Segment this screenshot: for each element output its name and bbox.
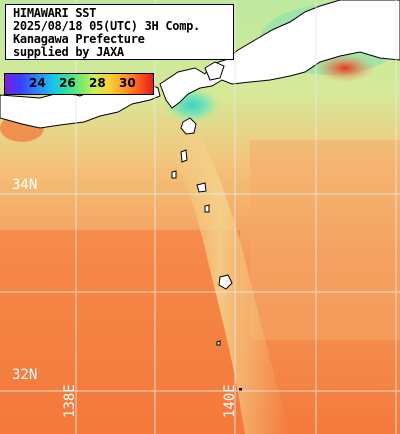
warm-water-east <box>250 140 400 340</box>
colorbar-label-28: 28 <box>89 76 106 90</box>
header-line-4: supplied by JAXA <box>13 45 124 59</box>
warm-plume <box>150 110 290 434</box>
bayonnaise-rocks <box>239 388 242 391</box>
header-line-3: Kanagawa Prefecture <box>13 32 145 46</box>
hachijojima-island <box>218 274 233 290</box>
lon-label-140e: 140E <box>222 384 238 418</box>
mikurajima-island <box>204 204 210 213</box>
miyakejima-island <box>196 182 207 193</box>
izu-oshima-island <box>180 117 197 135</box>
sst-colorbar: 24 26 28 30 <box>4 73 154 95</box>
colorbar-label-30: 30 <box>119 76 136 90</box>
niijima-island <box>171 170 177 179</box>
hot-spot <box>315 54 375 82</box>
miura-peninsula <box>204 61 225 81</box>
lon-label-138e: 138E <box>62 384 78 418</box>
lat-label-34n: 34N <box>12 177 38 193</box>
aogashima-island <box>216 340 221 346</box>
colorbar-label-26: 26 <box>59 76 76 90</box>
header-box: HIMAWARI SST 2025/08/18 05(UTC) 3H Comp.… <box>5 4 234 60</box>
header-line-1: HIMAWARI SST <box>13 6 97 20</box>
lat-label-32n: 32N <box>12 367 38 383</box>
header-line-2: 2025/08/18 05(UTC) 3H Comp. <box>13 19 200 33</box>
colorbar-label-24: 24 <box>29 76 46 90</box>
toshima-island <box>180 149 188 163</box>
warm-water-west <box>0 230 240 434</box>
